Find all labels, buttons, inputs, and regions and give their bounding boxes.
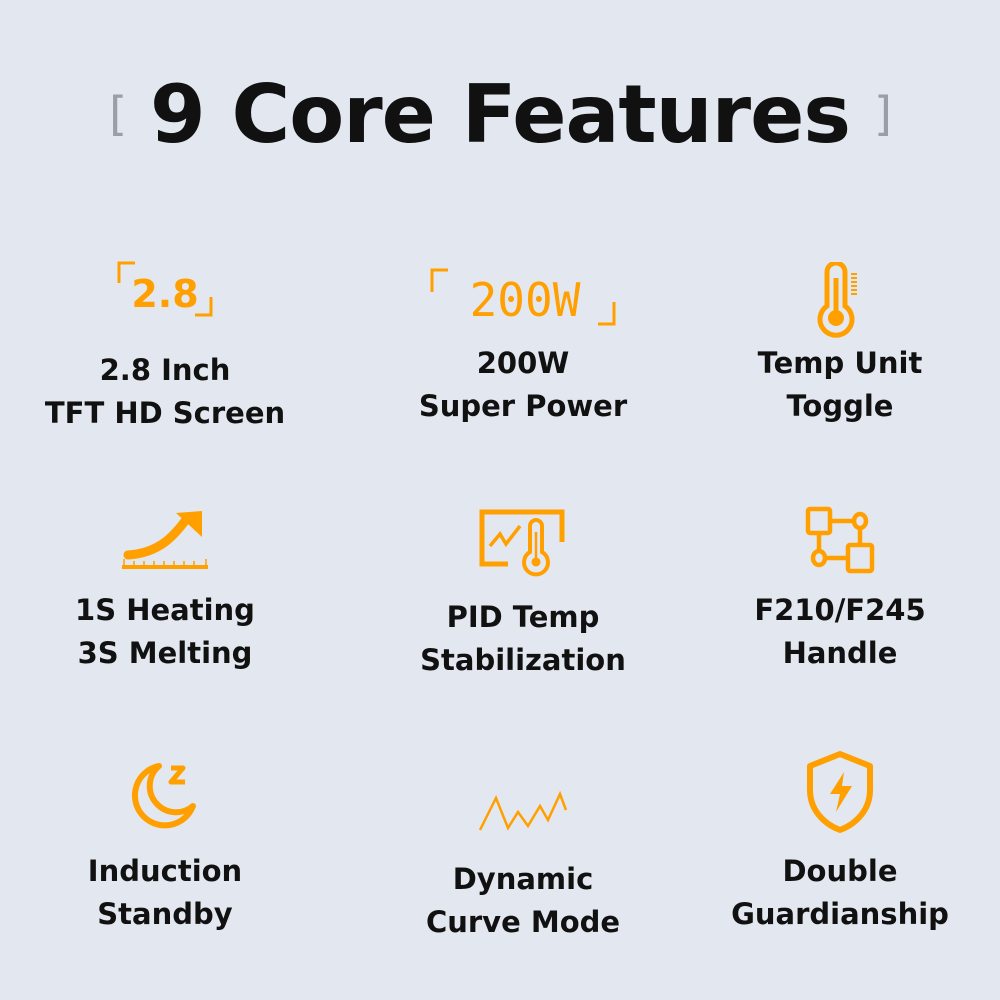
thermometer-icon bbox=[675, 262, 1000, 338]
feature-label: 2.8 Inch TFT HD Screen bbox=[44, 353, 286, 430]
feature-label: Induction Standby bbox=[87, 854, 243, 931]
open-bracket: [ bbox=[109, 87, 127, 142]
page-title: [9 Core Features] bbox=[0, 68, 1000, 161]
connected-nodes-icon bbox=[675, 505, 1000, 577]
feature-label: Double Guardianship bbox=[731, 854, 949, 931]
screen-size-2.8-icon: 2.8 bbox=[0, 255, 330, 325]
feature-label: Dynamic Curve Mode bbox=[425, 862, 621, 939]
svg-text:2.8: 2.8 bbox=[131, 272, 198, 316]
feature-label: 1S Heating 3S Melting bbox=[75, 593, 255, 670]
rising-arrow-icon bbox=[0, 505, 330, 571]
title-text: 9 Core Features bbox=[150, 68, 851, 161]
moon-sleep-icon bbox=[0, 760, 330, 830]
close-bracket: ] bbox=[873, 87, 892, 142]
feature-label: Temp Unit Toggle bbox=[757, 346, 923, 423]
shield-bolt-icon bbox=[675, 750, 1000, 834]
zigzag-curve-icon bbox=[358, 790, 688, 834]
feature-label: PID Temp Stabilization bbox=[420, 600, 626, 677]
feature-label: F210/F245 Handle bbox=[754, 593, 926, 670]
power-200w-icon: 200W bbox=[358, 262, 688, 332]
svg-text:200W: 200W bbox=[470, 273, 581, 327]
feature-label: 200W Super Power bbox=[418, 346, 628, 423]
chart-thermometer-icon bbox=[358, 508, 688, 578]
